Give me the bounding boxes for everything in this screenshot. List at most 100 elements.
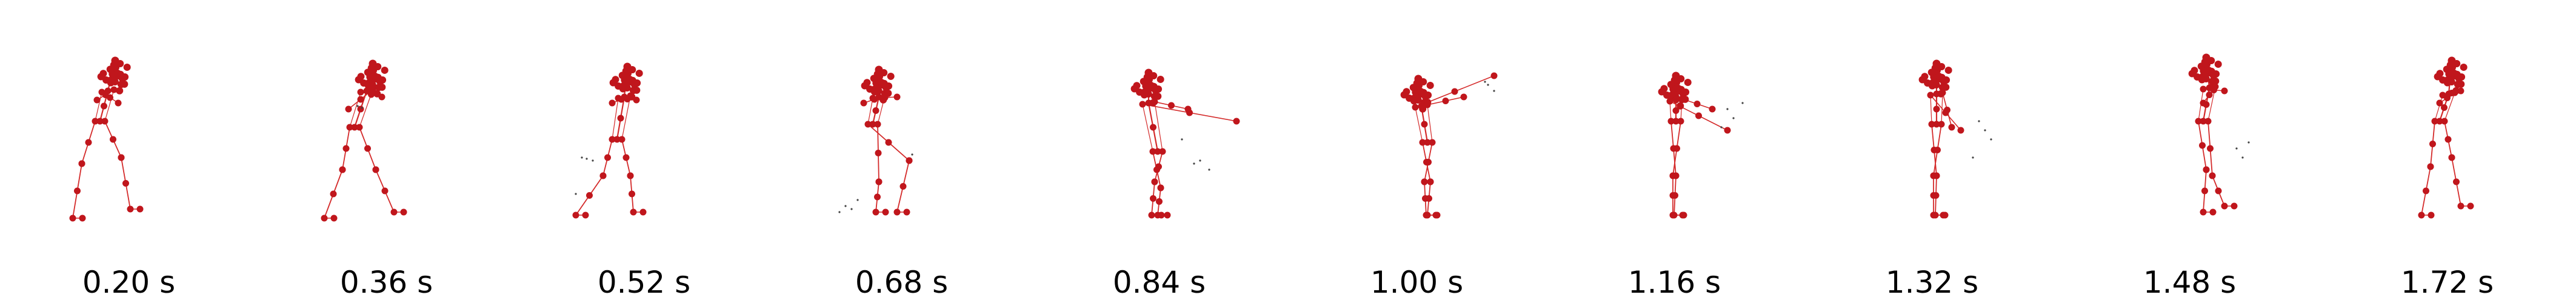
skeleton-joint: [381, 66, 389, 74]
skeleton-bone: [104, 89, 115, 122]
skeleton-joint: [1427, 178, 1434, 185]
skeleton-joint: [1148, 211, 1155, 219]
time-label: 0.84 s: [1112, 265, 1206, 300]
skeleton-joint: [1957, 127, 1964, 134]
motion-trace-dot: [575, 193, 577, 195]
skeleton-joint: [627, 92, 634, 99]
skeleton-bone: [867, 98, 873, 125]
skeleton-joint: [1679, 211, 1686, 219]
skeleton-joint: [1930, 192, 1937, 199]
skeleton-joint: [633, 86, 641, 94]
skeleton-joint: [2448, 56, 2456, 65]
skeleton-joint: [1130, 85, 1138, 93]
skeleton-joint: [1164, 211, 1171, 219]
skeleton-joint: [1139, 101, 1146, 108]
skeleton-joint: [369, 59, 377, 68]
skeleton-joint: [875, 121, 881, 127]
skeleton-joint: [2423, 187, 2429, 195]
skeleton-joint: [870, 75, 878, 82]
pose-frame: 0.52 s: [515, 0, 773, 303]
skeleton-joint: [1918, 76, 1926, 84]
motion-trace-dot: [1741, 102, 1744, 104]
time-label: 0.52 s: [597, 265, 691, 300]
skeleton-joint: [116, 87, 124, 95]
skeleton-joint: [2441, 104, 2448, 111]
motion-trace-dot: [1493, 90, 1495, 92]
motion-trace-dot: [1199, 159, 1201, 162]
skeleton-joint: [106, 65, 114, 73]
skeleton-joint: [378, 93, 385, 101]
skeleton-joint: [1935, 72, 1943, 80]
skeleton-joint: [2457, 87, 2464, 95]
skeleton-joint: [635, 69, 643, 77]
skeleton-joint: [1233, 118, 1240, 125]
skeleton-joint: [1414, 96, 1422, 104]
skeleton-joint: [1668, 118, 1674, 124]
skeleton-joint: [875, 93, 883, 101]
motion-trace-dot: [1720, 126, 1723, 128]
skeleton-joint: [2444, 136, 2452, 143]
skeleton-joint: [1155, 163, 1162, 170]
skeleton-joint: [2202, 53, 2211, 62]
skeleton-joint: [2436, 99, 2443, 107]
skeleton-joint: [2200, 118, 2207, 125]
pose-frame: 0.20 s: [0, 0, 258, 303]
skeleton-joint: [2206, 92, 2213, 98]
skeleton-joint: [1709, 105, 1716, 113]
skeleton-joint: [1184, 105, 1192, 113]
skeleton-joint: [877, 78, 885, 86]
skeleton-joint: [1425, 159, 1432, 165]
skeleton-joint: [97, 73, 105, 81]
motion-trace-dot: [856, 199, 859, 201]
skeleton-joint: [1150, 195, 1156, 202]
skeleton-joint: [1943, 76, 1950, 84]
skeleton-joint: [1672, 72, 1680, 80]
skeleton-joint: [363, 87, 370, 95]
skeleton-joint: [2450, 69, 2458, 77]
skeleton-joint: [1933, 105, 1940, 113]
motion-trace-dot: [844, 205, 847, 207]
pose-frame: 0.84 s: [1030, 0, 1288, 303]
skeleton-joint: [136, 205, 144, 213]
skeleton-figure: [1658, 72, 1744, 219]
skeleton-joint: [372, 166, 379, 173]
skeleton-joint: [381, 187, 389, 195]
skeleton-joint: [2231, 202, 2238, 210]
skeleton-joint: [1658, 88, 1666, 96]
skeleton-joint: [1151, 98, 1158, 105]
skeleton-joint: [1674, 84, 1682, 92]
time-label: 1.32 s: [1885, 265, 1979, 300]
skeleton-joint: [1929, 121, 1935, 127]
skeleton-joint: [364, 68, 372, 76]
motion-trace-dot: [1984, 129, 1986, 132]
skeleton-bone: [1930, 95, 1932, 125]
skeleton-bone: [1669, 101, 1672, 122]
skeleton-figure: [321, 59, 407, 222]
skeleton-joint: [609, 79, 617, 87]
skeleton-joint: [2448, 154, 2455, 161]
skeleton-joint: [1682, 88, 1690, 96]
skeleton-joint: [330, 215, 338, 222]
skeleton-joint: [1944, 107, 1950, 113]
skeleton-joint: [2206, 84, 2213, 92]
skeleton-joint: [2209, 172, 2216, 179]
motion-trace-dot: [1726, 108, 1729, 110]
skeleton-joint: [1678, 118, 1684, 124]
skeleton-joint: [2448, 78, 2455, 85]
skeleton-joint: [599, 172, 607, 179]
skeleton-joint: [390, 208, 398, 216]
skeleton-joint: [2418, 211, 2425, 219]
skeleton-joint: [1672, 96, 1680, 104]
skeleton-bone: [1154, 101, 1163, 152]
skeleton-figure: [1400, 72, 1498, 219]
skeleton-joint: [626, 75, 633, 83]
skeleton-joint: [102, 118, 108, 124]
skeleton-joint: [1156, 75, 1164, 83]
skeleton-joint: [356, 124, 362, 130]
skeleton-joint: [893, 208, 901, 216]
skeleton-joint: [2203, 101, 2210, 108]
skeleton-joint: [1678, 95, 1686, 102]
skeleton-joint: [604, 154, 611, 161]
skeleton-joint: [400, 208, 407, 216]
